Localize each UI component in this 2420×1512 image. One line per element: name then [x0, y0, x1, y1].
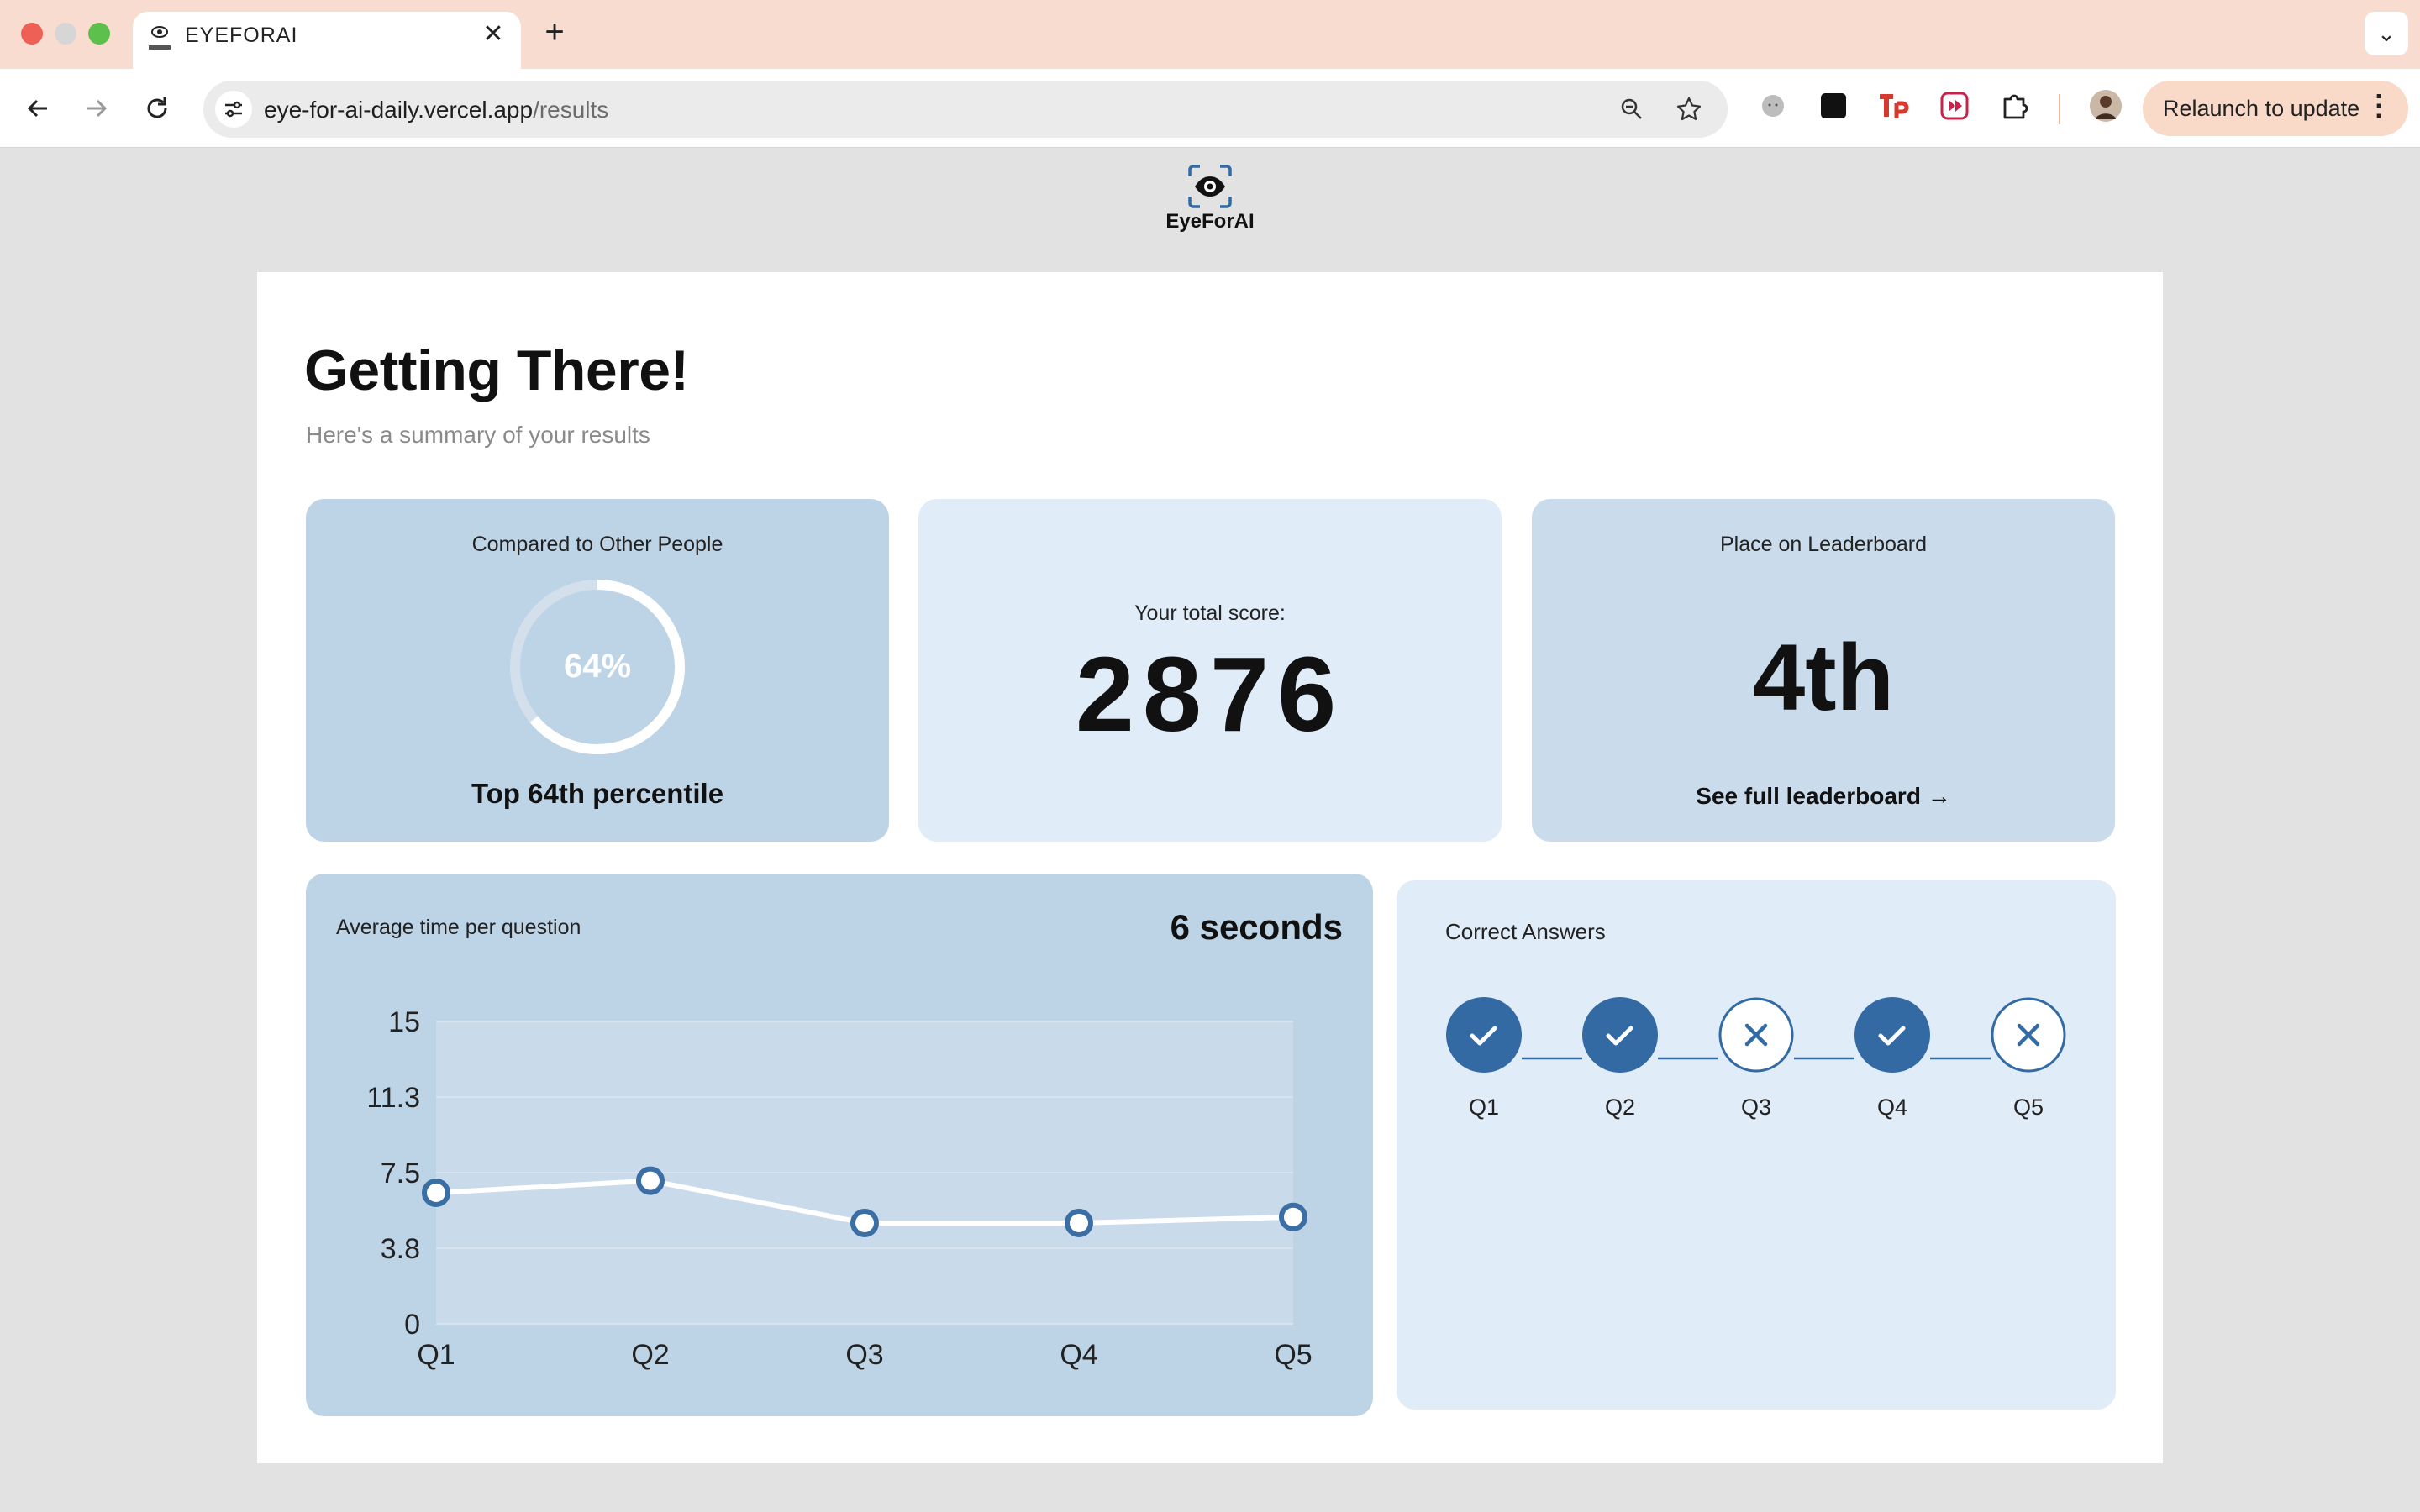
x-tick-label: Q2 [631, 1339, 669, 1371]
new-tab-button[interactable]: + [544, 13, 565, 50]
back-icon[interactable] [18, 89, 57, 128]
extension-black-square-icon[interactable] [1817, 89, 1850, 123]
logo-text: EyeForAI [1165, 210, 1255, 233]
tab-search-button[interactable]: ⌄ [2365, 12, 2408, 55]
leaderboard-card: Place on Leaderboard 4th See full leader… [1532, 499, 2115, 842]
close-window-button[interactable] [21, 23, 43, 45]
maximize-window-button[interactable] [88, 23, 110, 45]
results-card: Getting There! Here's a summary of your … [257, 272, 2163, 1463]
correct-answers-tracker: Q1 Q2 Q3 Q4 Q5 [1446, 997, 2066, 1120]
browser-tab-active[interactable]: EYEFORAI ✕ [133, 12, 521, 69]
x-tick-label: Q1 [417, 1339, 455, 1371]
minimize-window-button[interactable] [55, 23, 76, 45]
check-icon [1470, 1026, 1497, 1046]
page-subtitle: Here's a summary of your results [306, 422, 650, 448]
address-bar[interactable]: eye-for-ai-daily.vercel.app/results [203, 81, 1728, 138]
answer-correct-node [1582, 997, 1658, 1073]
check-icon [1606, 1026, 1634, 1046]
zoom-icon[interactable] [1615, 92, 1649, 126]
toolbar-divider [2059, 94, 2060, 124]
eyeforai-logo[interactable]: EyeForAI [1160, 163, 1260, 239]
bookmark-star-icon[interactable] [1672, 92, 1706, 126]
x-tick-label: Q3 [845, 1339, 883, 1371]
percentile-caption: Top 64th percentile [471, 778, 724, 809]
average-time-title: Average time per question [336, 916, 581, 939]
data-point[interactable] [422, 1179, 450, 1207]
forward-icon[interactable] [77, 89, 116, 128]
see-full-leaderboard-link[interactable]: See full leaderboard → [1696, 783, 1951, 809]
total-score-title: Your total score: [1134, 601, 1286, 625]
answer-label: Q3 [1741, 1095, 1771, 1120]
cross-icon [1744, 1023, 1768, 1047]
correct-circle [1582, 997, 1658, 1073]
relaunch-button[interactable]: Relaunch to update ⋮ [2143, 81, 2408, 136]
percentile-ring [510, 580, 685, 754]
correct-answers-card: Correct Answers Q1 Q2 Q3 Q4 Q5 [1397, 880, 2116, 1410]
answer-correct-node [1854, 997, 1930, 1073]
y-tick-label: 0 [404, 1309, 420, 1341]
tab-close-icon[interactable]: ✕ [482, 20, 504, 48]
x-tick-label: Q4 [1060, 1339, 1097, 1371]
puzzle-icon[interactable] [1998, 89, 2032, 123]
y-tick-label: 15 [388, 1006, 420, 1038]
profile-avatar[interactable] [2089, 89, 2123, 123]
extension-grey-icon[interactable] [1756, 89, 1790, 123]
tab-title: EYEFORAI [185, 24, 298, 47]
y-tick-label: 3.8 [381, 1233, 420, 1265]
comparison-card: Compared to Other People 64% Top 64th pe… [306, 499, 889, 842]
browser-toolbar: eye-for-ai-daily.vercel.app/results [0, 69, 2420, 148]
data-point[interactable] [850, 1209, 879, 1237]
answer-label: Q4 [1877, 1095, 1907, 1120]
data-point[interactable] [636, 1166, 665, 1195]
url-host: eye-for-ai-daily.vercel.app [264, 97, 534, 123]
percentile-ring-fill [510, 580, 685, 754]
answer-incorrect-node [1718, 997, 1794, 1073]
total-score-value: 2876 [1075, 635, 1345, 753]
extension-tp-icon[interactable] [1877, 89, 1911, 123]
comparison-title: Compared to Other People [471, 533, 723, 556]
answer-label: Q5 [2013, 1095, 2044, 1120]
y-tick-label: 7.5 [381, 1158, 420, 1189]
average-time-value: 6 seconds [1170, 907, 1343, 947]
more-icon[interactable]: ⋮ [2365, 90, 2393, 122]
page-title: Getting There! [304, 339, 689, 402]
answer-label: Q2 [1605, 1095, 1635, 1120]
data-point[interactable] [1065, 1209, 1093, 1237]
data-point[interactable] [1279, 1202, 1307, 1231]
correct-answers-title: Correct Answers [1445, 919, 1606, 944]
answer-incorrect-node [1991, 997, 2066, 1073]
relaunch-label: Relaunch to update [2163, 96, 2360, 121]
url-text[interactable]: eye-for-ai-daily.vercel.app/results [264, 97, 608, 123]
total-score-card: Your total score: 2876 [918, 499, 1502, 842]
browser-tab-bar: EYEFORAI ✕ + ⌄ [0, 0, 2420, 69]
percentile-value: 64% [563, 648, 632, 685]
correct-circle [1854, 997, 1930, 1073]
cross-icon [2017, 1023, 2040, 1047]
reload-icon[interactable] [138, 89, 176, 128]
average-time-card: Average time per question 6 seconds 0 3.8… [306, 874, 1373, 1416]
extension-red-play-icon[interactable] [1938, 89, 1971, 123]
y-tick-label: 11.3 [366, 1082, 420, 1114]
x-tick-label: Q5 [1274, 1339, 1312, 1371]
average-time-chart: 0 3.8 7.5 11.3 15 Q1 Q2 Q3 Q4 Q5 [366, 1006, 1312, 1371]
leaderboard-title: Place on Leaderboard [1719, 533, 1928, 556]
url-path: /results [533, 97, 609, 123]
check-icon [1878, 1026, 1906, 1046]
answer-label: Q1 [1469, 1095, 1499, 1120]
correct-circle [1446, 997, 1522, 1073]
favicon-icon [149, 26, 171, 50]
eye-logo-icon [1188, 165, 1232, 208]
answer-correct-node [1446, 997, 1522, 1073]
leaderboard-place: 4th [1753, 625, 1894, 730]
site-info-icon[interactable] [215, 91, 252, 128]
